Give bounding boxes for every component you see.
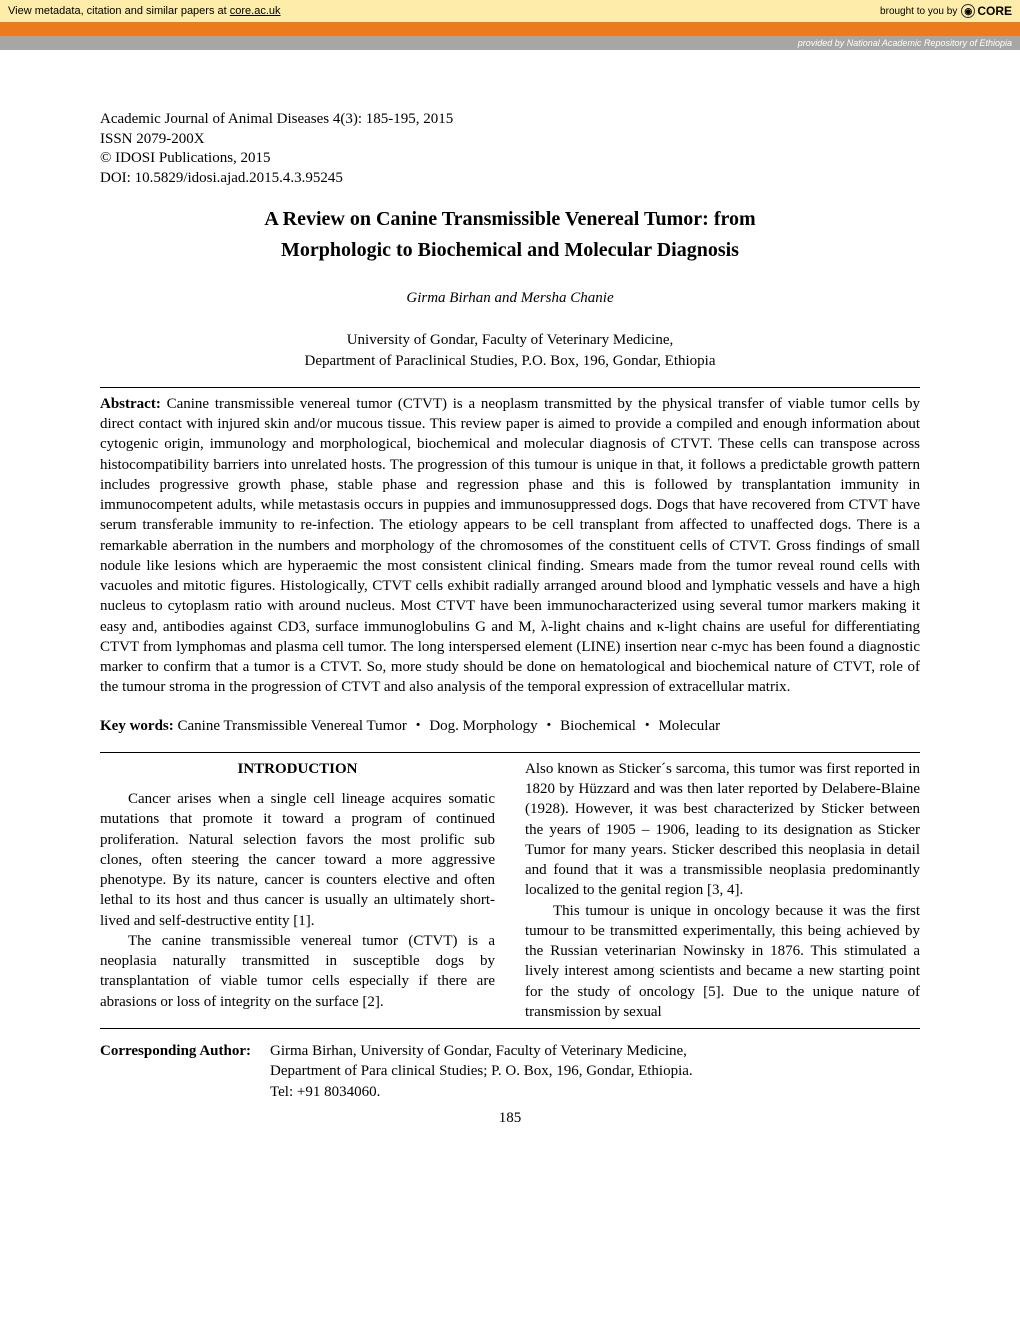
core-site-link[interactable]: core.ac.uk [230,5,281,17]
left-column: INTRODUCTION Cancer arises when a single… [100,759,495,1022]
corr-line1: Girma Birhan, University of Gondar, Facu… [270,1041,920,1061]
rule-after-keywords [100,752,920,753]
keywords-label: Key words: [100,718,174,734]
corresponding-author-block: Corresponding Author: Girma Birhan, Univ… [100,1041,920,1102]
intro-para-2: The canine transmissible venereal tumor … [100,931,495,1012]
rule-top [100,387,920,388]
authors: Girma Birhan and Mersha Chanie [100,288,920,308]
topbar-left: View metadata, citation and similar pape… [8,5,880,17]
brought-to-you: brought to you by [880,6,957,17]
abstract-text: Canine transmissible venereal tumor (CTV… [100,396,920,696]
journal-doi: DOI: 10.5829/idosi.ajad.2015.4.3.95245 [100,169,920,189]
core-logo[interactable]: ◉ CORE [961,4,1012,18]
affil-line1: University of Gondar, Faculty of Veterin… [100,330,920,350]
abstract-block: Abstract: Canine transmissible venereal … [100,394,920,698]
page-number: 185 [100,1108,920,1128]
core-logo-text: CORE [977,4,1012,18]
corr-label: Corresponding Author: [100,1041,270,1061]
journal-issn: ISSN 2079-200X [100,130,920,150]
body-two-column: INTRODUCTION Cancer arises when a single… [100,759,920,1022]
provided-by-link[interactable]: National Academic Repository of Ethiopia [847,38,1012,48]
journal-copyright: © IDOSI Publications, 2015 [100,149,920,169]
topbar-text: View metadata, citation and similar pape… [8,5,230,17]
topbar-right: brought to you by ◉ CORE [880,4,1012,18]
core-logo-icon: ◉ [961,4,975,18]
core-topbar: View metadata, citation and similar pape… [0,0,1020,22]
journal-citation: Academic Journal of Animal Diseases 4(3)… [100,110,920,130]
affil-line2: Department of Paraclinical Studies, P.O.… [100,351,920,371]
abstract-label: Abstract: [100,396,161,412]
page-content: Academic Journal of Animal Diseases 4(3)… [0,50,1020,1158]
intro-heading: INTRODUCTION [100,759,495,779]
journal-info-block: Academic Journal of Animal Diseases 4(3)… [100,110,920,188]
right-para-2: This tumour is unique in oncology becaus… [525,901,920,1023]
paper-title-line1: A Review on Canine Transmissible Venerea… [100,206,920,233]
right-column: Also known as Sticker´s sarcoma, this tu… [525,759,920,1022]
intro-para-1: Cancer arises when a single cell lineage… [100,789,495,931]
right-para-1: Also known as Sticker´s sarcoma, this tu… [525,759,920,901]
rule-before-corr [100,1028,920,1029]
affiliation: University of Gondar, Faculty of Veterin… [100,330,920,371]
provided-by-bar: provided by National Academic Repository… [0,36,1020,50]
orange-divider-bar [0,22,1020,36]
corr-line3: Tel: +91 8034060. [270,1082,920,1102]
corr-line2: Department of Para clinical Studies; P. … [270,1061,920,1081]
keywords-text: Canine Transmissible Venereal Tumor ・ Do… [174,718,720,734]
paper-title-line2: Morphologic to Biochemical and Molecular… [100,237,920,264]
keywords-block: Key words: Canine Transmissible Venereal… [100,716,920,736]
provided-by-prefix: provided by [798,38,847,48]
